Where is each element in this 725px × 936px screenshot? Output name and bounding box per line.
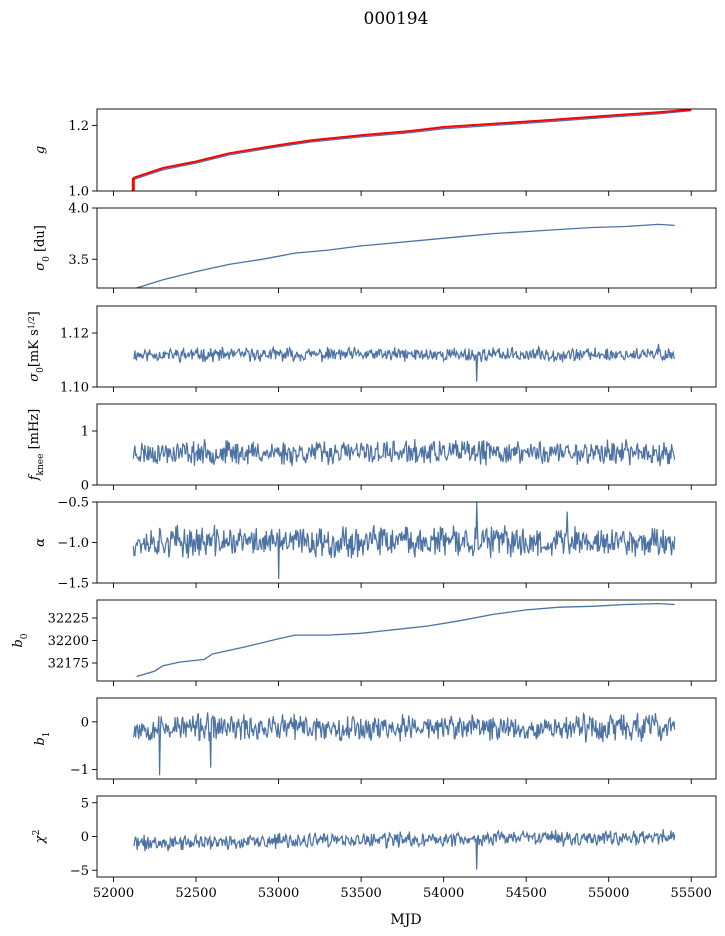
x-axis-label: MJD	[390, 912, 421, 928]
subplot-3: 1.10 1.12 σ0[mK s1/2]	[27, 305, 717, 396]
y-axis-label: fknee [mHz]	[27, 409, 46, 482]
y-tick-label: 5	[81, 796, 89, 811]
subplot-4: 0 1 fknee [mHz]	[27, 403, 717, 494]
x-tick-label: 54000	[423, 886, 464, 901]
y-tick-label: 3.5	[68, 253, 89, 268]
subplot-5: −1.5 −1.0 −0.5 α	[33, 496, 717, 592]
axes-frame	[96, 697, 717, 780]
axes-frame	[96, 108, 717, 192]
y-tick-label: 32200	[48, 634, 89, 649]
x-tick-label: 54500	[505, 886, 546, 901]
y-tick-label: 1.0	[68, 185, 89, 200]
series-line	[133, 109, 692, 181]
y-tick-label: 4.0	[68, 202, 89, 217]
series-line	[132, 439, 676, 467]
y-tick-label: −1	[70, 763, 89, 778]
x-tick-label: 52000	[93, 886, 134, 901]
y-tick-label: 1.12	[60, 327, 89, 342]
y-tick-label: 0	[81, 715, 89, 730]
subplot-8: −5 0 5 52000 52500 53000 53500 54000 54500 55000 5…	[32, 795, 717, 901]
series-line	[136, 602, 675, 678]
y-axis-label: b1	[33, 731, 52, 745]
figure-title: 000194	[364, 9, 429, 29]
y-axis-label: χ2	[32, 830, 48, 845]
series-line	[133, 343, 676, 382]
x-tick-label: 55500	[671, 886, 712, 901]
y-tick-label: 1	[81, 425, 89, 440]
axes-frame	[96, 403, 717, 486]
y-axis-label: σ0 [du]	[33, 225, 52, 271]
subplot-1: 1.0 1.2 g	[33, 108, 717, 200]
y-axis-label: α	[33, 538, 48, 547]
y-tick-label: 32175	[48, 657, 89, 672]
x-tick-label: 53000	[258, 886, 299, 901]
y-tick-label: 1.10	[60, 381, 89, 396]
y-tick-label: 0	[81, 479, 89, 494]
axes-frame	[96, 599, 717, 682]
y-tick-label: 1.2	[68, 119, 89, 134]
axes-frame	[96, 207, 717, 289]
y-tick-label: 32225	[48, 612, 89, 627]
x-tick-label: 53500	[340, 886, 381, 901]
series-line	[132, 109, 692, 179]
y-axis-label: b0	[11, 633, 30, 647]
y-tick-label: −5	[70, 864, 89, 879]
y-axis-label: σ0[mK s1/2]	[27, 311, 47, 381]
series-line	[132, 502, 676, 580]
subplot-2: 3.5 4.0 σ0 [du]	[33, 202, 717, 293]
series-line	[132, 711, 676, 776]
series-line	[136, 223, 675, 288]
subplot-7: −1 0 b1	[33, 697, 717, 784]
x-tick-label: 52500	[175, 886, 216, 901]
y-tick-label: −1.0	[57, 536, 89, 551]
series-line	[132, 829, 676, 870]
x-tick-label: 55000	[588, 886, 629, 901]
y-tick-label: −0.5	[57, 496, 89, 511]
subplot-6: 32175 32200 32225 b0	[11, 599, 717, 686]
y-tick-label: 0	[81, 830, 89, 845]
y-tick-label: −1.5	[57, 577, 89, 592]
axes-frame	[96, 305, 717, 388]
y-axis-label: g	[33, 146, 48, 154]
